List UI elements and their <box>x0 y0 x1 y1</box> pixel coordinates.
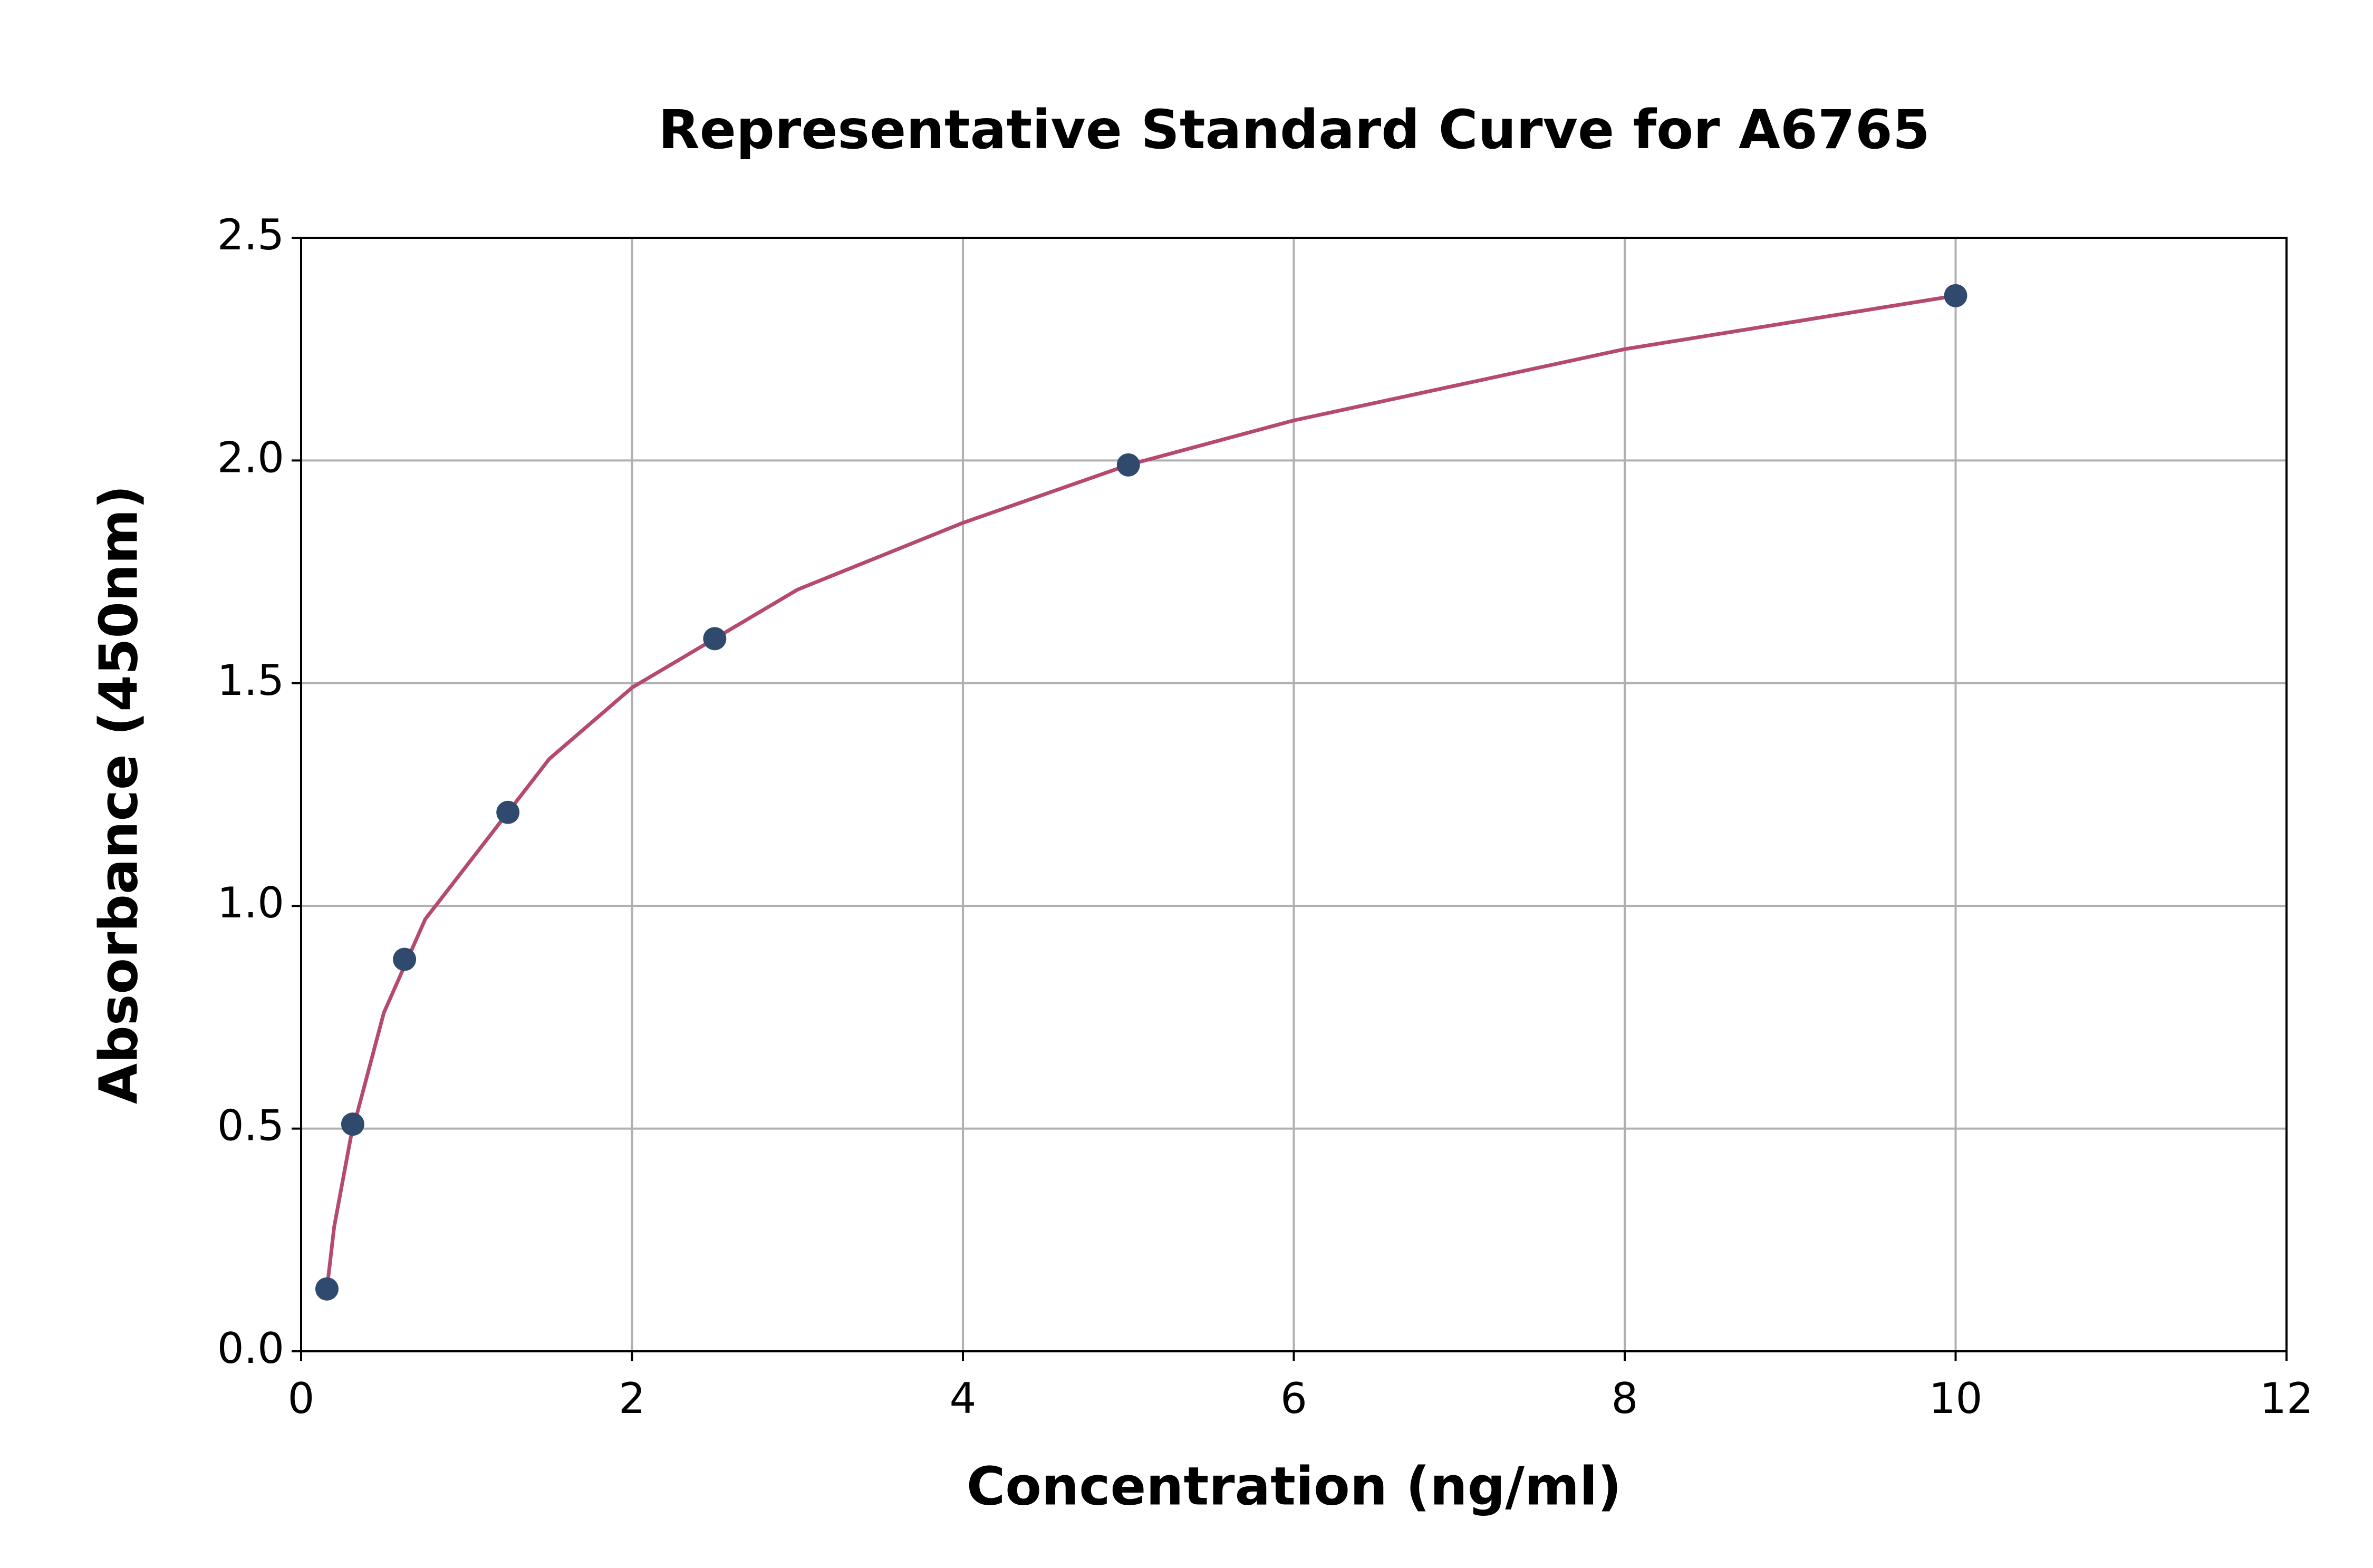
x-tick-label: 4 <box>950 1374 977 1423</box>
x-tick-label: 0 <box>288 1374 315 1423</box>
data-point <box>1944 284 1967 307</box>
chart-title: Representative Standard Curve for A6765 <box>658 99 1930 161</box>
y-tick-label: 2.5 <box>217 210 284 259</box>
x-axis-label: Concentration (ng/ml) <box>967 1455 1622 1517</box>
y-axis-label: Absorbance (450nm) <box>88 485 149 1104</box>
data-point <box>703 627 727 651</box>
data-point <box>341 1112 364 1136</box>
y-tick-label: 2.0 <box>217 433 284 482</box>
data-point <box>1116 453 1140 477</box>
x-tick-label: 12 <box>2260 1374 2313 1423</box>
data-point <box>496 800 520 824</box>
x-tick-label: 2 <box>619 1374 645 1423</box>
y-tick-label: 0.5 <box>217 1101 284 1150</box>
y-tick-label: 1.5 <box>217 656 284 705</box>
plot-frame <box>300 237 2288 1352</box>
x-tick-label: 8 <box>1612 1374 1638 1423</box>
y-tick-label: 1.0 <box>217 878 284 927</box>
y-tick-label: 0.0 <box>217 1324 284 1373</box>
data-point <box>393 947 417 971</box>
x-tick-label: 6 <box>1280 1374 1307 1423</box>
x-tick-label: 10 <box>1929 1374 1983 1423</box>
fit-curve <box>325 294 1956 1290</box>
data-point <box>315 1277 339 1301</box>
